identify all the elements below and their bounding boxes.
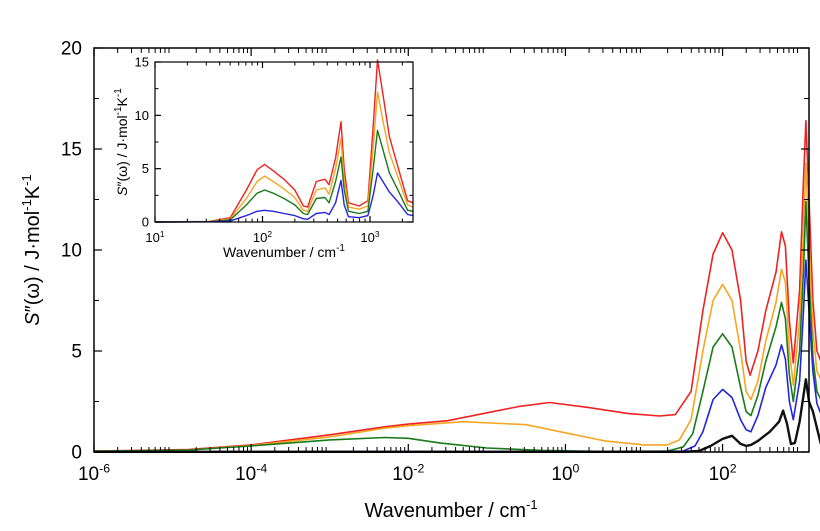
- inset-y-axis-label-omega: (ω): [114, 161, 130, 181]
- main-y-axis-label-sup1: -1: [19, 199, 34, 211]
- inset-y-tick-label: 10: [135, 108, 149, 123]
- main-x-tick-label-exp: 0: [573, 461, 580, 475]
- main-x-tick-label-base: 10: [551, 464, 572, 485]
- inset-y-ticks: 0 5 10 15: [135, 55, 413, 230]
- main-x-tick-label-base: 10: [709, 464, 730, 485]
- inset-y-tick-label: 5: [142, 161, 149, 176]
- main-series-red-line: [93, 119, 820, 452]
- main-x-tick-label-exp: -6: [99, 461, 110, 475]
- main-x-tick-label-base: 10: [78, 464, 99, 485]
- main-y-axis-label-k: K: [22, 185, 44, 199]
- main-x-tick-label: 10-6: [78, 461, 110, 485]
- inset-x-tick-label-exp: 3: [375, 229, 380, 239]
- main-x-axis-label-text: Wavenumber / cm: [364, 500, 526, 522]
- main-x-tick-label: 102: [709, 461, 737, 485]
- main-series-orange-line: [93, 162, 820, 452]
- inset-x-axis-label-text: Wavenumber / cm: [223, 244, 336, 260]
- main-y-axis-label-s: S: [22, 312, 44, 326]
- main-x-tick-label: 10-2: [392, 461, 424, 485]
- inset-y-axis-label-primes: ″: [114, 181, 130, 186]
- inset-x-tick-label-exp: 2: [267, 229, 272, 239]
- main-y-tick-label: 15: [61, 140, 82, 161]
- inset-x-tick-label: 103: [360, 229, 379, 245]
- main-x-axis-label-sup: -1: [526, 497, 538, 512]
- main-y-tick-label: 5: [71, 342, 82, 363]
- inset-series-group: [154, 59, 414, 223]
- main-series-group: [93, 119, 820, 453]
- main-x-tick-label-base: 10: [392, 464, 413, 485]
- inset-series-red-line: [154, 59, 414, 223]
- main-minor-ticks: [117, 48, 799, 452]
- main-y-axis-label-omega: (ω): [22, 276, 44, 305]
- inset-y-axis-label-sup1: -1: [113, 106, 124, 115]
- main-series-blue-line: [93, 259, 820, 453]
- inset-x-tick-label: 102: [253, 229, 272, 245]
- main-y-tick-label: 20: [61, 39, 82, 60]
- main-y-axis-label: S″(ω) / J·mol-1K-1: [19, 174, 44, 325]
- inset-series-blue-line: [154, 172, 414, 223]
- main-x-axis-label: Wavenumber / cm-1: [364, 497, 537, 522]
- inset-y-tick-label: 15: [135, 55, 149, 70]
- inset-x-axis-label-sup: -1: [336, 243, 345, 254]
- inset-x-tick-label-base: 10: [145, 230, 159, 245]
- inset-x-tick-label-base: 10: [253, 230, 267, 245]
- inset-y-axis-label-mid: / J·mol: [114, 115, 130, 161]
- inset-x-tick-label: 101: [145, 229, 164, 245]
- main-x-tick-label-exp: -2: [413, 461, 424, 475]
- main-y-tick-label: 0: [71, 443, 82, 464]
- inset-y-axis-label-k: K: [114, 96, 130, 106]
- main-y-tick-label: 10: [61, 241, 82, 262]
- main-x-tick-label-exp: -4: [256, 461, 267, 475]
- main-x-tick-label: 10-4: [235, 461, 267, 485]
- inset-minor-ticks: [186, 62, 403, 222]
- inset-x-axis-label: Wavenumber / cm-1: [223, 243, 345, 260]
- inset-x-tick-label-exp: 1: [160, 229, 165, 239]
- main-x-tick-label-exp: 2: [730, 461, 737, 475]
- inset-y-tick-label: 0: [142, 215, 149, 230]
- inset-series-green-line: [154, 129, 414, 223]
- inset-y-axis-label-s: S: [114, 186, 130, 196]
- main-x-tick-label: 100: [551, 461, 579, 485]
- inset-x-tick-label-base: 10: [360, 230, 374, 245]
- inset-y-axis-label: S″(ω) / J·mol-1K-1: [113, 88, 130, 196]
- main-y-axis-label-mid: / J·mol: [22, 211, 44, 277]
- main-y-axis-label-sup2: -1: [19, 174, 34, 186]
- main-series-black-line: [94, 378, 820, 453]
- inset-y-axis-label-sup2: -1: [113, 88, 124, 97]
- main-x-ticks: 10-6 10-4 10-2 100 102: [78, 48, 737, 485]
- inset-series-orange-line: [154, 91, 414, 223]
- main-series-green-line: [93, 200, 820, 453]
- main-y-axis-label-primes: ″: [22, 305, 44, 312]
- inset-x-ticks: 101 102 103: [145, 62, 380, 245]
- main-x-tick-label-base: 10: [235, 464, 256, 485]
